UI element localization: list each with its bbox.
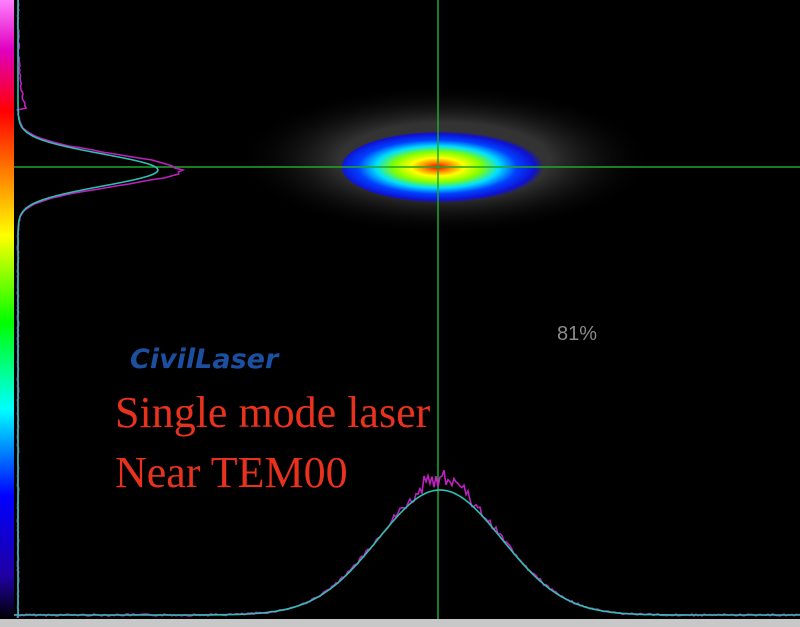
caption-line: Single mode laser bbox=[115, 388, 431, 437]
vertical-profile-fit bbox=[17, 0, 159, 618]
horizontal-profile-fit bbox=[14, 489, 800, 616]
status-strip bbox=[0, 619, 800, 627]
profiles bbox=[13, 0, 800, 619]
color-scale bbox=[0, 0, 14, 620]
brand-logo: CivilLaser bbox=[130, 344, 280, 375]
caption-line: Near TEM00 bbox=[115, 448, 348, 497]
readout: 81% bbox=[557, 323, 597, 345]
